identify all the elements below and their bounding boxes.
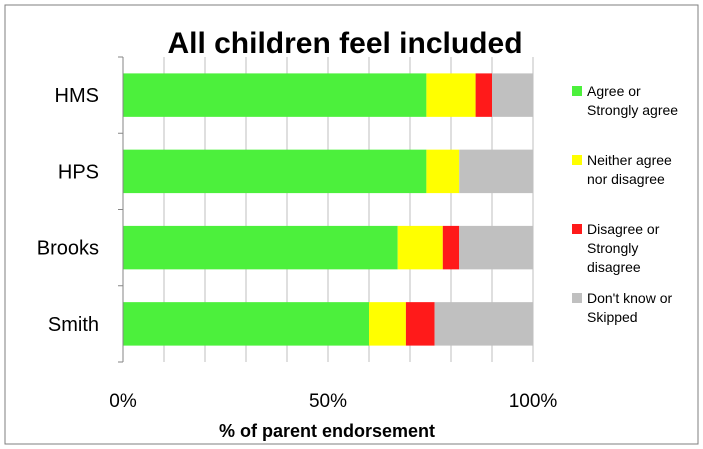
bar-segment [123, 302, 369, 346]
legend-entry: Agree or Strongly agree [587, 83, 678, 118]
chart-title: All children feel included [167, 27, 522, 60]
x-tick-label: 100% [509, 391, 558, 412]
bar-segment [426, 149, 460, 194]
bar-segment [459, 149, 533, 194]
category-label: HPS [58, 161, 99, 183]
legend-swatch [572, 293, 582, 303]
legend: Agree or Strongly agree Neither agree nor d… [572, 83, 678, 325]
legend-entry: Neither agree nor disagree [587, 152, 672, 187]
bar-segment [442, 225, 460, 270]
legend-swatch [572, 86, 582, 96]
x-tick-label: 50% [309, 391, 347, 412]
bar-segment [369, 302, 406, 346]
category-label: Brooks [37, 238, 99, 260]
bar-segment [475, 73, 492, 117]
legend-swatch [572, 155, 582, 165]
axes: HMS HPS Brooks Smith 0% 50% 100% [37, 56, 558, 412]
bar-segment [123, 73, 427, 117]
x-axis-label: % of parent endorsement [219, 421, 435, 441]
x-tick-label: 0% [109, 391, 137, 412]
bar-segment [434, 302, 533, 346]
legend-entry: Disagree or Strongly disagree [587, 221, 660, 275]
bar-segment [123, 225, 398, 270]
bars [123, 73, 533, 346]
category-label: HMS [55, 85, 99, 107]
bar-segment [123, 149, 427, 194]
bar-segment [492, 73, 533, 117]
legend-entry: Don't know or Skipped [587, 290, 672, 325]
bar-segment [459, 225, 533, 270]
legend-swatch [572, 224, 582, 234]
category-label: Smith [48, 314, 99, 336]
bar-segment [405, 302, 435, 346]
bar-segment [426, 73, 476, 117]
bar-segment [397, 225, 443, 270]
